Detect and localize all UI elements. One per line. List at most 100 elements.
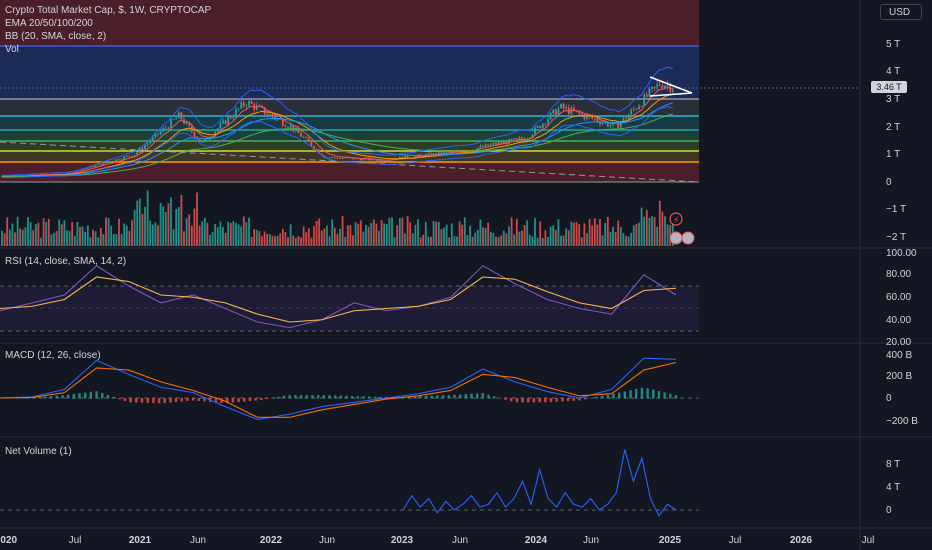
volume-bar bbox=[456, 236, 458, 246]
volume-bar bbox=[318, 218, 321, 246]
volume-bar bbox=[159, 202, 162, 246]
volume-bar bbox=[578, 224, 581, 246]
volume-bar bbox=[357, 223, 360, 246]
volume-bar bbox=[73, 235, 76, 246]
candle bbox=[531, 134, 534, 138]
macd-hist-bar bbox=[248, 398, 252, 402]
candle bbox=[518, 137, 521, 139]
triangle-drawing bbox=[649, 76, 693, 97]
volume-bar bbox=[346, 225, 349, 246]
volume-bar bbox=[300, 237, 302, 246]
time-tick-label: Jun bbox=[583, 535, 599, 546]
volume-bar bbox=[432, 220, 435, 246]
volume-bar bbox=[664, 216, 666, 246]
volume-bar bbox=[284, 231, 287, 246]
volume-bar bbox=[398, 217, 401, 246]
volume-bar bbox=[544, 230, 547, 246]
macd-hist-bar bbox=[583, 398, 587, 400]
candle bbox=[133, 154, 136, 157]
volume-bar bbox=[521, 230, 523, 246]
volume-bar bbox=[263, 231, 266, 246]
currency-button[interactable]: USD bbox=[880, 4, 922, 20]
volume-bar bbox=[640, 207, 643, 246]
volume-bar bbox=[461, 224, 464, 246]
time-tick-label: 2021 bbox=[129, 535, 152, 546]
macd-hist-bar bbox=[101, 393, 104, 399]
volume-bar bbox=[315, 220, 318, 246]
macd-hist-bar bbox=[203, 398, 206, 402]
volume-bar bbox=[216, 227, 219, 246]
volume-bar bbox=[115, 234, 118, 246]
candle bbox=[492, 143, 495, 145]
volume-bar bbox=[651, 216, 653, 246]
candle bbox=[245, 105, 248, 107]
volume-bar bbox=[359, 220, 362, 246]
candle bbox=[193, 131, 196, 137]
candle bbox=[489, 144, 492, 146]
macd-hist-bar bbox=[265, 398, 269, 400]
ema-legend[interactable]: EMA 20/50/100/200 bbox=[5, 18, 93, 29]
candle bbox=[638, 106, 640, 110]
volume-bar bbox=[531, 236, 534, 246]
volume-bar bbox=[474, 232, 477, 246]
candle bbox=[404, 155, 406, 160]
candle bbox=[604, 122, 607, 124]
volume-bar bbox=[313, 226, 315, 246]
candle bbox=[188, 122, 191, 126]
last-price-tag: 3.46 T bbox=[871, 81, 907, 93]
candle bbox=[118, 159, 120, 161]
ema-line bbox=[1, 86, 673, 177]
event-markers[interactable]: ⚡ bbox=[669, 212, 695, 245]
netvol-legend[interactable]: Net Volume (1) bbox=[5, 446, 72, 457]
candle bbox=[666, 84, 669, 86]
candle bbox=[495, 143, 497, 145]
volume-bar bbox=[274, 236, 276, 246]
macd-hist-bar bbox=[544, 398, 547, 403]
macd-hist-bar bbox=[481, 393, 485, 399]
bb-legend[interactable]: BB (20, SMA, close, 2) bbox=[5, 31, 107, 42]
vol-legend[interactable]: Vol bbox=[5, 44, 19, 55]
volume-bar bbox=[235, 223, 237, 246]
volume-bar bbox=[630, 232, 633, 246]
volume-bar bbox=[476, 230, 479, 246]
macd-hist-bar bbox=[339, 395, 343, 399]
volume-bar bbox=[601, 235, 604, 246]
volume-bar bbox=[593, 218, 596, 246]
svg-text:⚡: ⚡ bbox=[673, 216, 679, 226]
candle bbox=[268, 114, 271, 115]
macd-legend[interactable]: MACD (12, 26, close) bbox=[5, 350, 101, 361]
netvol-tick-label: 8 T bbox=[886, 459, 900, 470]
volume-bar bbox=[653, 217, 656, 246]
volume-bar bbox=[6, 217, 9, 246]
volume-bar bbox=[666, 224, 669, 246]
candle bbox=[315, 149, 318, 151]
candle bbox=[560, 104, 562, 109]
candle bbox=[510, 139, 513, 140]
signal-line bbox=[0, 361, 677, 418]
candle bbox=[99, 164, 102, 165]
candle bbox=[521, 137, 523, 139]
flag-icon bbox=[669, 231, 683, 245]
candle bbox=[515, 138, 518, 140]
volume-bar bbox=[40, 237, 42, 246]
candle bbox=[110, 161, 113, 163]
volume-bar bbox=[333, 227, 336, 246]
candle bbox=[583, 114, 586, 119]
volume-bar bbox=[37, 222, 40, 246]
volume-bar bbox=[341, 216, 344, 246]
volume-bar bbox=[24, 227, 27, 246]
candle bbox=[651, 86, 653, 89]
candle bbox=[352, 157, 354, 160]
macd-hist-bar bbox=[282, 395, 286, 399]
macd-hist-bar bbox=[288, 395, 291, 399]
candle bbox=[414, 156, 417, 158]
macd-hist-bar bbox=[95, 391, 98, 399]
rsi-legend[interactable]: RSI (14, close, SMA, 14, 2) bbox=[5, 256, 127, 267]
volume-bar bbox=[261, 236, 263, 246]
volume-bar bbox=[157, 225, 159, 246]
candle bbox=[554, 109, 557, 115]
macd-hist-bar bbox=[333, 395, 337, 399]
volume-bar bbox=[661, 211, 664, 246]
volume-bar bbox=[81, 226, 84, 246]
